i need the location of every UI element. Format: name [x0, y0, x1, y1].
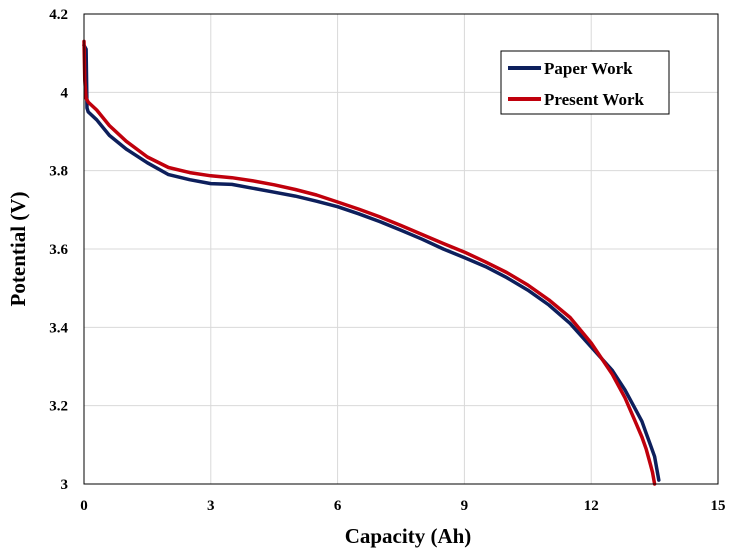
plot-area-border [83, 13, 719, 485]
y-tick-label: 3.2 [49, 399, 68, 415]
legend: Paper Work Present Work [500, 50, 670, 115]
x-tick-label: 15 [711, 498, 726, 514]
y-tick-label: 3 [61, 477, 69, 493]
x-tick-label: 6 [334, 498, 342, 514]
y-tick-label: 3.4 [49, 320, 68, 336]
x-axis-title: Capacity (Ah) [345, 524, 472, 548]
x-tick-label: 12 [584, 498, 599, 514]
series-layer [82, 39, 661, 486]
x-tick-label: 3 [207, 498, 215, 514]
legend-box [500, 50, 670, 115]
x-tick-label: 0 [80, 498, 88, 514]
y-tick-label: 3.6 [49, 242, 68, 258]
y-tick-label: 4.2 [49, 7, 68, 23]
legend-label-present-work: Present Work [544, 90, 644, 109]
x-tick-label: 9 [461, 498, 469, 514]
legend-label-paper-work: Paper Work [544, 59, 633, 78]
series-line-paper-work [82, 43, 661, 482]
y-tick-label: 4 [61, 85, 69, 101]
y-axis-title: Potential (V) [6, 192, 30, 307]
series-line-present-work [82, 39, 657, 486]
y-tick-label: 3.8 [49, 164, 68, 180]
